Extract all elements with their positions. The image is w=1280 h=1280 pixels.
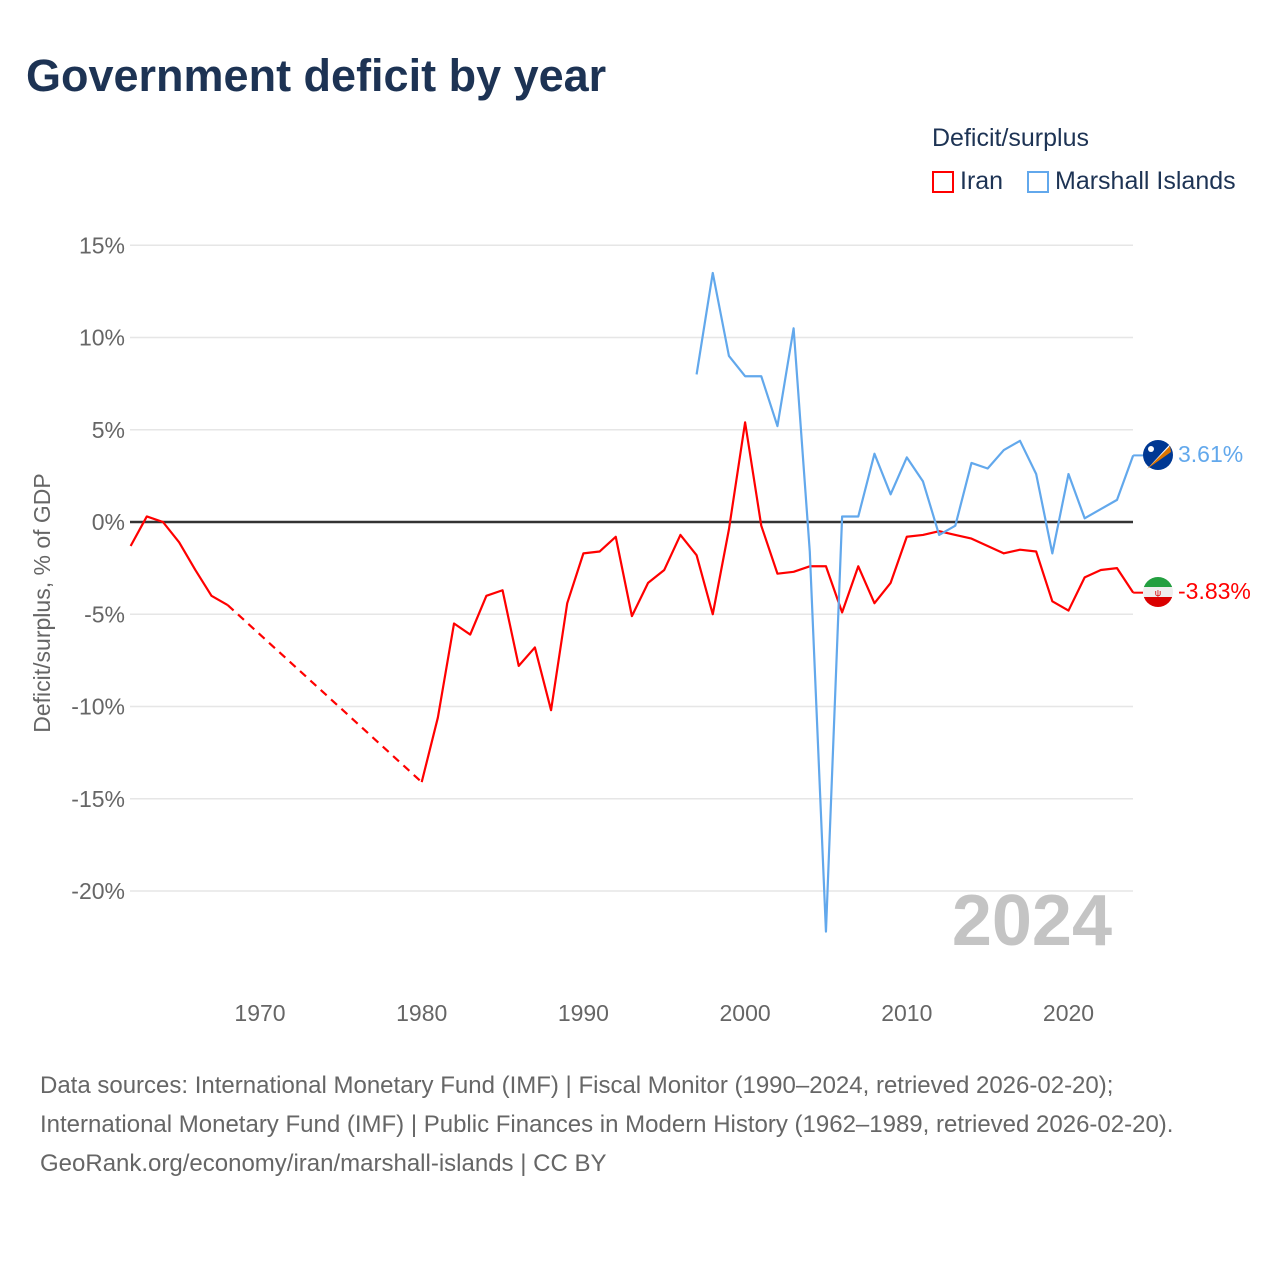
- y-tick-label: -15%: [71, 786, 125, 812]
- legend-title: Deficit/surplus: [932, 124, 1089, 152]
- end-label-marshall-islands: 3.61%: [1178, 441, 1243, 467]
- x-tick-label: 2020: [1043, 1000, 1094, 1026]
- y-tick-label: -10%: [71, 694, 125, 720]
- series-line-iran: [420, 421, 1135, 783]
- legend-swatch-marshall-islands: [1027, 170, 1049, 193]
- x-tick-label: 1970: [234, 1000, 285, 1026]
- legend-item-marshall-islands[interactable]: Marshall Islands: [1027, 167, 1236, 196]
- legend-label: Iran: [960, 167, 1004, 195]
- x-tick-label: 1980: [396, 1000, 447, 1026]
- svg-text:ψ: ψ: [1155, 588, 1161, 598]
- flag-marshall-islands-icon: [1143, 440, 1173, 470]
- line-chart: 15% 10% 5% 0% -5% -10% -15% -20% 1970 1980 1990 200…: [29, 232, 1251, 1026]
- x-tick-label: 2010: [881, 1000, 932, 1026]
- y-tick-label: 0%: [92, 509, 125, 535]
- series-line-iran: [129, 515, 229, 606]
- source-link[interactable]: GeoRank.org/economy/iran/marshall-island…: [40, 1150, 607, 1177]
- x-tick-label: 2000: [720, 1000, 771, 1026]
- legend-item-iran[interactable]: Iran: [932, 167, 1003, 196]
- data-sources: Data sources: International Monetary Fun…: [40, 1072, 1174, 1138]
- year-watermark: 2024: [952, 881, 1112, 961]
- y-tick-label: 15%: [79, 232, 125, 258]
- legend-swatch-iran: [932, 170, 954, 193]
- end-label-iran: -3.83%: [1178, 578, 1251, 604]
- series-line-marshall-islands: [695, 271, 1135, 933]
- y-tick-label: 10%: [79, 325, 125, 351]
- series-line-iran-gap: [226, 604, 423, 783]
- y-axis-label: Deficit/surplus, % of GDP: [29, 473, 55, 732]
- legend-label: Marshall Islands: [1055, 167, 1236, 195]
- y-tick-label: -5%: [84, 601, 125, 627]
- y-tick-label: 5%: [92, 417, 125, 443]
- y-tick-label: -20%: [71, 878, 125, 904]
- chart-title: Government deficit by year: [26, 50, 607, 101]
- flag-iran-icon: ψ: [1143, 577, 1173, 607]
- footer: Data sources: International Monetary Fun…: [40, 1066, 1240, 1183]
- x-tick-label: 1990: [558, 1000, 609, 1026]
